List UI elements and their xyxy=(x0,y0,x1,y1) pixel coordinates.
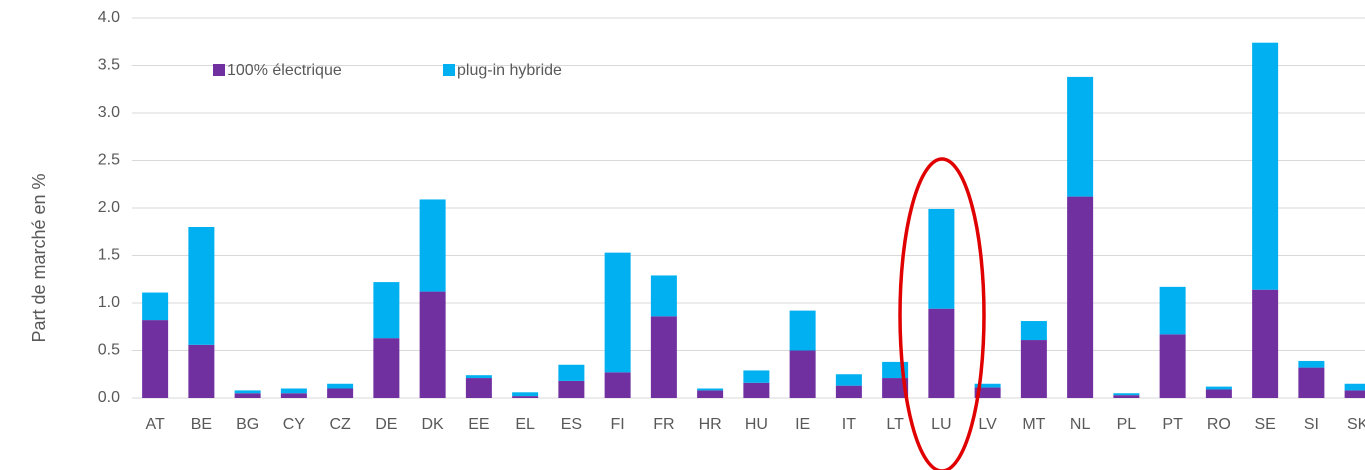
bar-segment xyxy=(188,344,215,398)
bar-segment xyxy=(280,388,307,394)
x-tick-label: RO xyxy=(1207,416,1231,433)
bar-segment xyxy=(1205,386,1232,390)
y-tick-label: 4.0 xyxy=(98,9,120,26)
bar-segment xyxy=(743,382,770,398)
y-tick-label: 0.5 xyxy=(98,342,120,359)
bar-segment xyxy=(1252,42,1279,290)
bar-segment xyxy=(1067,196,1094,398)
bar-segment xyxy=(419,199,446,292)
bar-segment xyxy=(373,338,400,398)
x-tick-label: CY xyxy=(283,416,306,433)
bar-segment xyxy=(650,275,677,317)
bar-segment xyxy=(234,393,261,398)
bar-segment xyxy=(1159,286,1186,335)
bar-segment xyxy=(1067,76,1094,197)
x-tick-label: BG xyxy=(236,416,259,433)
bar-segment xyxy=(1298,360,1325,368)
y-tick-label: 2.0 xyxy=(98,199,120,216)
bar-segment xyxy=(697,388,724,391)
bar-segment xyxy=(835,374,862,386)
legend-label: plug-in hybride xyxy=(457,62,562,79)
bar-segment xyxy=(604,252,631,373)
y-tick-label: 1.5 xyxy=(98,247,120,264)
y-axis-label: Part de marché en % xyxy=(29,173,49,342)
legend-swatch xyxy=(213,64,225,76)
bar-segment xyxy=(188,227,215,345)
bar-segment xyxy=(327,383,354,389)
bar-segment xyxy=(142,292,169,321)
bar-segment xyxy=(1252,289,1279,398)
x-tick-label: NL xyxy=(1070,416,1091,433)
bar-segment xyxy=(419,291,446,398)
bar-segment xyxy=(1113,393,1140,396)
x-tick-label: LT xyxy=(886,416,904,433)
bar-segment xyxy=(974,387,1001,398)
x-tick-label: PT xyxy=(1162,416,1183,433)
bar-segment xyxy=(1159,334,1186,398)
x-tick-label: EE xyxy=(468,416,489,433)
y-tick-label: 0.0 xyxy=(98,389,120,406)
x-tick-label: HU xyxy=(745,416,768,433)
y-tick-label: 3.5 xyxy=(98,57,120,74)
bar-segment xyxy=(1298,367,1325,398)
bar-segment xyxy=(1020,321,1047,341)
x-tick-label: SK xyxy=(1347,416,1365,433)
x-tick-label: FR xyxy=(653,416,674,433)
bar-segment xyxy=(280,393,307,398)
bar-segment xyxy=(1344,383,1365,391)
bar-segment xyxy=(974,383,1001,388)
x-tick-label: IT xyxy=(842,416,856,433)
bar-segment xyxy=(789,350,816,398)
x-tick-label: MT xyxy=(1022,416,1045,433)
bar-segment xyxy=(1020,340,1047,398)
x-tick-label: LU xyxy=(931,416,951,433)
y-tick-label: 2.5 xyxy=(98,152,120,169)
bar-segment xyxy=(1205,389,1232,398)
x-tick-label: SE xyxy=(1254,416,1275,433)
bar-segment xyxy=(465,375,492,379)
bar-segment xyxy=(789,310,816,351)
bar-segment xyxy=(835,385,862,398)
legend-swatch xyxy=(443,64,455,76)
bar-segment xyxy=(1113,395,1140,398)
x-tick-label: DK xyxy=(422,416,445,433)
x-tick-label: SI xyxy=(1304,416,1319,433)
bar-segment xyxy=(512,392,539,397)
bar-segment xyxy=(928,308,955,398)
x-tick-label: PL xyxy=(1117,416,1137,433)
bar-segment xyxy=(882,378,909,398)
bar-segment xyxy=(928,208,955,309)
y-tick-label: 1.0 xyxy=(98,294,120,311)
legend-label: 100% électrique xyxy=(227,62,342,79)
bar-segment xyxy=(650,316,677,398)
bar-segment xyxy=(465,378,492,398)
bar-segment xyxy=(697,390,724,398)
x-tick-label: ES xyxy=(561,416,582,433)
x-tick-label: LV xyxy=(978,416,997,433)
y-tick-label: 3.0 xyxy=(98,104,120,121)
bar-segment xyxy=(1344,390,1365,398)
x-tick-label: FI xyxy=(611,416,625,433)
bar-segment xyxy=(373,282,400,339)
bar-segment xyxy=(142,320,169,398)
bar-segment xyxy=(558,364,585,381)
bar-segment xyxy=(743,370,770,383)
bar-segment xyxy=(234,390,261,394)
x-tick-label: BE xyxy=(191,416,212,433)
bar-segment xyxy=(327,388,354,398)
bar-segment xyxy=(558,380,585,398)
x-tick-label: IE xyxy=(795,416,810,433)
x-tick-label: EL xyxy=(515,416,535,433)
x-tick-label: AT xyxy=(145,416,164,433)
x-tick-label: HR xyxy=(699,416,722,433)
bar-segment xyxy=(604,372,631,398)
bar-segment xyxy=(512,396,539,398)
plot: 0.0 0.5 1.0 1.5 2.0 2.5 3.0 3.5 4.0 AT BE BG CY CZ DE D… xyxy=(98,9,1365,433)
x-tick-label: CZ xyxy=(329,416,351,433)
x-tick-label: DE xyxy=(375,416,397,433)
highlight-ellipse xyxy=(898,157,986,470)
